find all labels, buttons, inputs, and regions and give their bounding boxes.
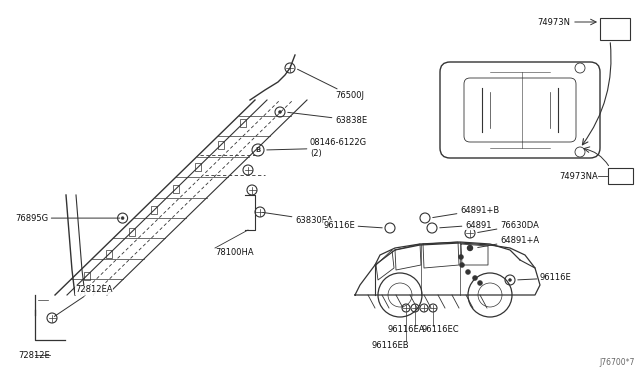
Text: 76500J: 76500J <box>298 69 364 99</box>
Circle shape <box>458 254 463 260</box>
Bar <box>195 163 202 171</box>
Circle shape <box>472 276 477 280</box>
Text: 63830EA: 63830EA <box>263 212 333 224</box>
Text: 96116EB: 96116EB <box>371 340 409 350</box>
Text: 78100HA: 78100HA <box>215 247 253 257</box>
Text: 72812E: 72812E <box>18 350 50 359</box>
Bar <box>240 119 246 127</box>
Bar <box>151 206 157 214</box>
Text: 64891+A: 64891+A <box>477 235 539 247</box>
Circle shape <box>121 217 124 219</box>
Bar <box>600 18 630 40</box>
Text: 74973NA: 74973NA <box>559 171 598 180</box>
Text: 72812EA: 72812EA <box>54 285 113 317</box>
Circle shape <box>465 269 470 275</box>
Text: 76895G: 76895G <box>15 214 120 222</box>
Text: 96116EA: 96116EA <box>387 326 425 334</box>
Bar <box>84 272 90 279</box>
Text: 96116EC: 96116EC <box>421 326 459 334</box>
Bar <box>218 141 224 149</box>
Circle shape <box>460 263 465 267</box>
Text: 63838E: 63838E <box>288 112 367 125</box>
Circle shape <box>477 280 483 285</box>
Text: 96116E: 96116E <box>323 221 382 230</box>
Text: 74973N: 74973N <box>537 17 570 26</box>
Text: 08146-6122G
(2): 08146-6122G (2) <box>267 138 367 158</box>
Text: 96116E: 96116E <box>518 273 572 282</box>
Bar <box>106 250 112 258</box>
Circle shape <box>467 246 472 250</box>
Bar <box>173 185 179 193</box>
Text: B: B <box>255 147 260 153</box>
Bar <box>129 228 134 236</box>
Text: 64891+B: 64891+B <box>433 205 499 218</box>
Circle shape <box>278 110 282 113</box>
Text: 64891: 64891 <box>440 221 492 230</box>
Text: 76630DA: 76630DA <box>477 221 539 232</box>
Bar <box>608 168 633 184</box>
Circle shape <box>509 279 511 282</box>
Text: J76700*7: J76700*7 <box>600 358 635 367</box>
